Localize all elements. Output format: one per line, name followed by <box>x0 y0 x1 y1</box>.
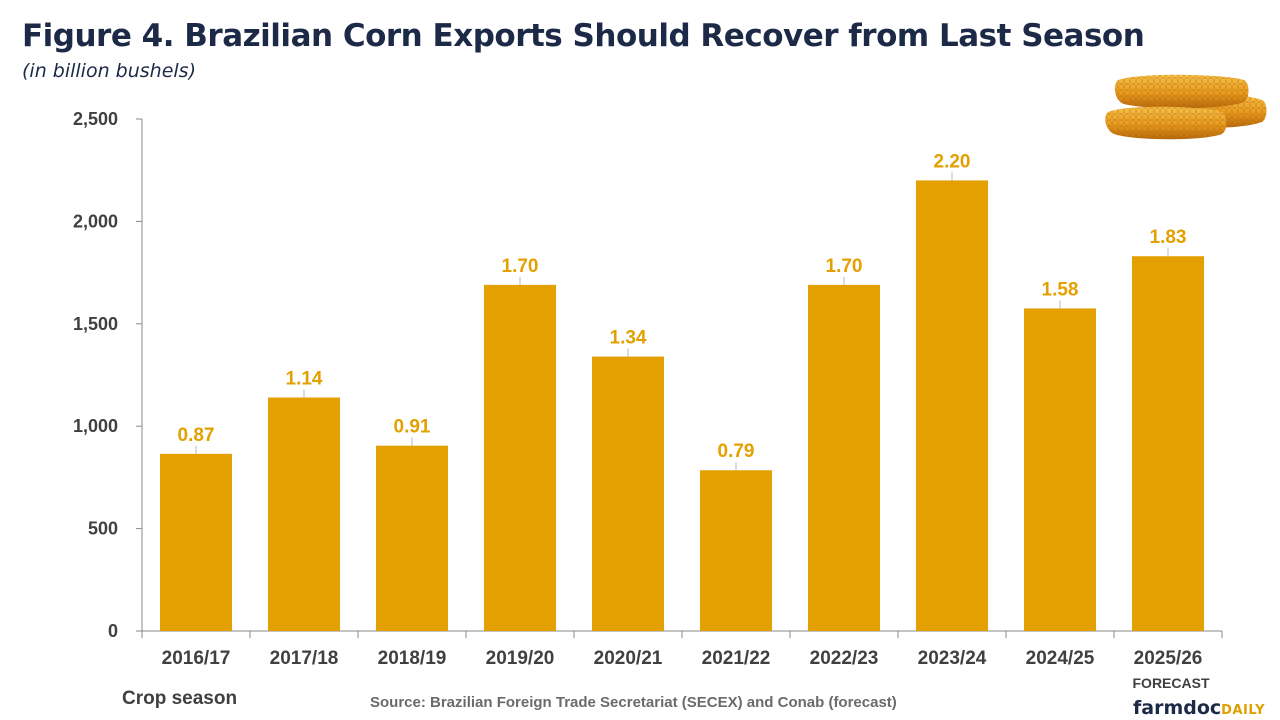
bar-2022-23 <box>808 284 880 631</box>
brand-main-text: farmdoc <box>1133 697 1222 719</box>
bar-2016-17 <box>160 453 232 631</box>
bar-2025-26 <box>1132 256 1204 631</box>
y-tick-label: 0 <box>108 621 118 641</box>
x-tick-label: 2020/21 <box>594 648 663 669</box>
x-tick-label: 2022/23 <box>810 648 879 669</box>
data-label: 1.83 <box>1150 227 1187 248</box>
brand-accent-text: DAILY <box>1221 703 1266 718</box>
data-label: 1.70 <box>826 256 863 277</box>
x-tick-label: 2016/17 <box>162 648 231 669</box>
data-label: 0.91 <box>394 417 431 438</box>
chart-subtitle: (in billion bushels) <box>22 60 196 82</box>
bar-2024-25 <box>1024 308 1096 631</box>
x-tick-label: 2017/18 <box>270 648 339 669</box>
y-tick-label: 2,500 <box>73 109 118 129</box>
data-label: 0.87 <box>178 425 215 446</box>
bar-2021-22 <box>700 470 772 631</box>
source-note: Source: Brazilian Foreign Trade Secretar… <box>370 694 897 711</box>
y-tick-label: 1,500 <box>73 314 118 334</box>
data-label: 1.70 <box>502 256 539 277</box>
x-axis-title: Crop season <box>122 688 238 709</box>
corn-cob-icon <box>1105 74 1267 140</box>
x-tick-label: 2024/25 <box>1026 648 1095 669</box>
x-tick-label: 2019/20 <box>486 648 555 669</box>
bar-2020-21 <box>592 356 664 631</box>
farmdoc-daily-logo: farmdocDAILY <box>1133 697 1265 719</box>
data-label: 1.34 <box>610 328 647 349</box>
data-label: 2.20 <box>934 151 971 172</box>
x-tick-label: 2021/22 <box>702 648 771 669</box>
chart-title: Figure 4. Brazilian Corn Exports Should … <box>22 18 1145 54</box>
y-tick-label: 2,000 <box>73 211 118 231</box>
x-tick-label: 2023/24 <box>918 648 987 669</box>
y-tick-label: 500 <box>88 519 118 539</box>
bar-2017-18 <box>268 397 340 631</box>
y-tick-label: 1,000 <box>73 416 118 436</box>
data-label: 1.58 <box>1042 279 1079 300</box>
x-tick-label: 2025/26 <box>1134 648 1203 669</box>
bar-2019-20 <box>484 284 556 631</box>
bar-2018-19 <box>376 445 448 631</box>
data-label: 0.79 <box>718 441 755 462</box>
x-tick-label: 2018/19 <box>378 648 447 669</box>
data-label: 1.14 <box>286 369 323 390</box>
forecast-note: FORECAST <box>1132 675 1210 691</box>
bar-2023-24 <box>916 180 988 631</box>
